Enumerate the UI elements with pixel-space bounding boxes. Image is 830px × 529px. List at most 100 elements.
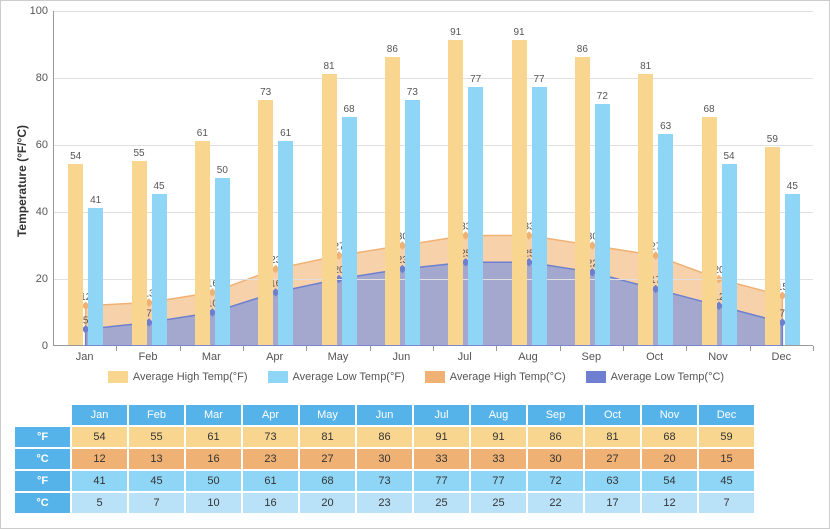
bar-value-label: 68 — [343, 104, 354, 115]
legend-item: Average High Temp(°F) — [108, 371, 248, 383]
bar — [215, 178, 230, 346]
table-cell: 59 — [699, 427, 754, 447]
legend-item: Average Low Temp(°F) — [268, 371, 405, 383]
x-tick-label: Jun — [392, 351, 410, 363]
bar — [595, 104, 610, 345]
table-cell: 27 — [300, 449, 355, 469]
legend-swatch — [108, 371, 128, 383]
bar — [575, 57, 590, 345]
table-cell: 81 — [300, 427, 355, 447]
bar — [278, 141, 293, 345]
table-col-header: Jul — [414, 405, 469, 425]
x-tick-label: May — [328, 351, 349, 363]
legend-label: Average Low Temp(°F) — [293, 371, 405, 383]
legend-label: Average High Temp(°F) — [133, 371, 248, 383]
y-tick-label: 20 — [36, 273, 48, 285]
table-cell: 16 — [243, 493, 298, 513]
x-tick-label: Apr — [266, 351, 283, 363]
table-cell: 20 — [642, 449, 697, 469]
bar — [132, 161, 147, 345]
x-tick-label: Feb — [139, 351, 158, 363]
area-layer: 1213162327303333302720155710162023252522… — [54, 11, 814, 346]
bar — [322, 74, 337, 345]
bar — [638, 74, 653, 345]
table-cell: 86 — [357, 427, 412, 447]
table-col-header: Mar — [186, 405, 241, 425]
bar-value-label: 45 — [787, 181, 798, 192]
bar-value-label: 91 — [450, 27, 461, 38]
table-cell: 41 — [72, 471, 127, 491]
bar — [405, 100, 420, 345]
table-cell: 54 — [642, 471, 697, 491]
x-tick-label: Oct — [646, 351, 663, 363]
table-cell: 16 — [186, 449, 241, 469]
table-cell: 72 — [528, 471, 583, 491]
bar — [512, 40, 527, 345]
bar — [68, 164, 83, 345]
table-row-header: °C — [15, 449, 70, 469]
table-cell: 7 — [129, 493, 184, 513]
bar-value-label: 59 — [767, 134, 778, 145]
table-cell: 63 — [585, 471, 640, 491]
table-col-header: Jun — [357, 405, 412, 425]
table-cell: 25 — [414, 493, 469, 513]
table-col-header: Apr — [243, 405, 298, 425]
table-cell: 12 — [72, 449, 127, 469]
bar — [88, 208, 103, 345]
legend-item: Average Low Temp(°C) — [586, 371, 724, 383]
data-table: JanFebMarAprMayJunJulAugSepOctNovDec°F54… — [13, 403, 756, 515]
table-cell: 68 — [642, 427, 697, 447]
bar-value-label: 72 — [597, 91, 608, 102]
bar — [765, 147, 780, 345]
legend-label: Average Low Temp(°C) — [611, 371, 724, 383]
table-cell: 45 — [699, 471, 754, 491]
table-cell: 22 — [528, 493, 583, 513]
table-col-header: Feb — [129, 405, 184, 425]
bar — [785, 194, 800, 345]
table-cell: 91 — [471, 427, 526, 447]
bar-value-label: 50 — [217, 165, 228, 176]
table-cell: 12 — [642, 493, 697, 513]
bar — [448, 40, 463, 345]
table-cell: 73 — [243, 427, 298, 447]
table-row-header: °F — [15, 427, 70, 447]
bar-value-label: 77 — [533, 74, 544, 85]
bar-value-label: 63 — [660, 121, 671, 132]
plot-area: 1213162327303333302720155710162023252522… — [53, 11, 813, 346]
bar — [342, 117, 357, 345]
bar — [258, 100, 273, 345]
table-col-header: Sep — [528, 405, 583, 425]
legend: Average High Temp(°F) Average Low Temp(°F… — [1, 371, 830, 383]
table-cell: 30 — [357, 449, 412, 469]
y-tick-label: 80 — [36, 72, 48, 84]
bar — [152, 194, 167, 345]
table-cell: 61 — [243, 471, 298, 491]
table-col-header: Dec — [699, 405, 754, 425]
table-col-header: Aug — [471, 405, 526, 425]
bar-value-label: 41 — [90, 195, 101, 206]
y-tick-label: 40 — [36, 206, 48, 218]
legend-swatch — [425, 371, 445, 383]
table-cell: 81 — [585, 427, 640, 447]
table-col-header: May — [300, 405, 355, 425]
table-cell: 23 — [243, 449, 298, 469]
bar — [468, 87, 483, 345]
y-tick-label: 100 — [30, 5, 48, 17]
bar-value-label: 45 — [153, 181, 164, 192]
chart-container: Temperature (°F/°C) 12131623273033333027… — [0, 0, 830, 529]
table-cell: 13 — [129, 449, 184, 469]
table-cell: 91 — [414, 427, 469, 447]
x-tick-label: Jul — [458, 351, 472, 363]
table-cell: 5 — [72, 493, 127, 513]
table-cell: 20 — [300, 493, 355, 513]
bar — [195, 141, 210, 345]
table-cell: 68 — [300, 471, 355, 491]
table-cell: 73 — [357, 471, 412, 491]
table-cell: 33 — [414, 449, 469, 469]
table-row-header: °C — [15, 493, 70, 513]
bar-value-label: 81 — [323, 61, 334, 72]
table-cell: 61 — [186, 427, 241, 447]
table-cell: 17 — [585, 493, 640, 513]
table-cell: 33 — [471, 449, 526, 469]
table-cell: 55 — [129, 427, 184, 447]
